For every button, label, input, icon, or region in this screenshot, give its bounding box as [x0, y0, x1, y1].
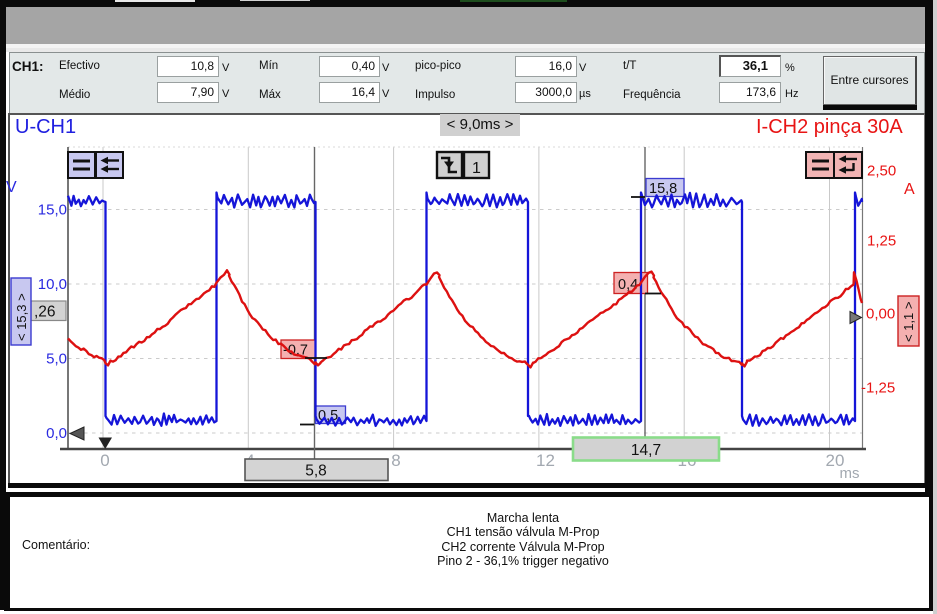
svg-text:2,50: 2,50	[867, 163, 896, 180]
svg-text:20: 20	[826, 451, 845, 470]
svg-text:,26: ,26	[34, 304, 56, 321]
svg-text:0,0: 0,0	[46, 425, 67, 442]
svg-text:< 15,3 >: < 15,3 >	[14, 293, 29, 341]
svg-text:A: A	[904, 181, 915, 198]
svg-text:0,4: 0,4	[618, 277, 638, 293]
svg-text:V: V	[6, 179, 17, 196]
svg-text:1,25: 1,25	[867, 233, 896, 250]
svg-text:12: 12	[536, 451, 555, 470]
svg-text:10,0: 10,0	[38, 276, 67, 293]
svg-text:-0,7: -0,7	[283, 343, 308, 359]
svg-text:15,0: 15,0	[38, 202, 67, 219]
svg-text:1: 1	[472, 160, 481, 177]
svg-text:5,0: 5,0	[46, 351, 67, 368]
svg-text:5,8: 5,8	[305, 463, 327, 480]
svg-text:0,00: 0,00	[866, 306, 895, 323]
svg-text:-1,25: -1,25	[861, 380, 895, 397]
svg-text:8: 8	[391, 451, 400, 470]
svg-text:< 1,1 >: < 1,1 >	[901, 302, 916, 342]
svg-text:14,7: 14,7	[631, 442, 661, 459]
svg-text:ms: ms	[840, 465, 860, 482]
svg-text:0: 0	[100, 451, 109, 470]
svg-text:15,8: 15,8	[649, 181, 677, 197]
